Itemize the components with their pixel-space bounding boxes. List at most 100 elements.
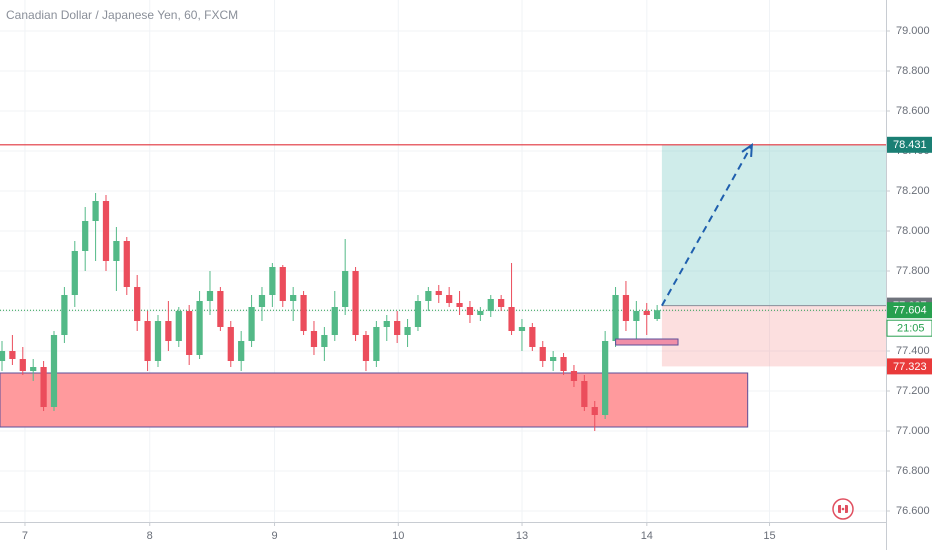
axes: 76.60076.80077.00077.20077.40077.60077.8… (22, 25, 932, 542)
candle-body (394, 321, 401, 335)
candle-body (539, 347, 546, 361)
y-tick-label: 76.800 (896, 465, 930, 477)
price-badge (887, 302, 932, 319)
candle-body (602, 341, 609, 415)
candle-body (175, 311, 182, 341)
target-zone (661, 144, 886, 306)
candle-body (0, 351, 6, 361)
candle-body (581, 381, 588, 407)
candle-body (61, 295, 68, 335)
candle-body (40, 367, 47, 407)
candle-body (321, 335, 328, 347)
candle-body (414, 301, 422, 327)
x-tick-label: 9 (271, 530, 277, 542)
candle-body (456, 303, 463, 307)
candle-body (622, 295, 630, 321)
candle-body (227, 327, 234, 361)
candle-body (206, 291, 214, 301)
x-tick-label: 14 (641, 530, 653, 542)
candle-body (633, 311, 640, 321)
candle-body (30, 367, 37, 371)
price-badge-label: 77.323 (893, 361, 927, 373)
candle-body (154, 321, 162, 361)
candle-body (362, 335, 370, 361)
x-tick-label: 8 (147, 530, 153, 542)
arrow-head (741, 142, 753, 158)
price-badge-label: 77.604 (893, 305, 927, 317)
stop-zone (661, 305, 886, 367)
candle-body (529, 327, 536, 347)
candle-body (134, 287, 141, 321)
candle-body (248, 307, 255, 341)
candle-body (123, 241, 130, 287)
candle-body (518, 327, 526, 331)
x-tick-label: 13 (516, 530, 528, 542)
y-tick-label: 78.200 (896, 185, 930, 197)
candle-body (144, 321, 151, 361)
candle-body (425, 291, 432, 301)
countdown-badge (886, 319, 932, 337)
y-tick-label: 78.800 (896, 65, 930, 77)
candle-body (92, 201, 99, 221)
candle-body (643, 311, 650, 315)
candle-body (196, 301, 203, 355)
candle-body (19, 359, 26, 371)
candle-body (373, 327, 380, 361)
candle-body (612, 295, 619, 341)
candle-body (258, 295, 266, 307)
candle-body (446, 295, 453, 303)
candle-body (477, 311, 484, 315)
candle-body (508, 307, 515, 331)
candle-body (113, 241, 120, 261)
candle-body (50, 335, 58, 407)
candle-body (654, 310, 661, 319)
candle-body (498, 299, 505, 307)
plot (0, 142, 886, 431)
y-tick-label: 77.000 (896, 425, 930, 437)
candle-body (9, 351, 16, 359)
chart-title: Canadian Dollar / Japanese Yen, 60, FXCM (6, 8, 238, 22)
countdown-label: 21:05 (897, 323, 925, 335)
candle-body (352, 271, 359, 335)
y-tick-label: 76.600 (896, 505, 930, 517)
demand-zone (0, 372, 749, 428)
candle-body (269, 267, 276, 295)
candle-body (342, 271, 349, 307)
candle-body (238, 341, 245, 361)
price-badge (887, 136, 932, 153)
candle-body (102, 201, 110, 261)
y-tick-label: 77.200 (896, 385, 930, 397)
projection-arrow (661, 144, 753, 307)
candle-body (560, 357, 567, 371)
candle-body (217, 291, 224, 327)
candle-body (435, 291, 442, 295)
x-tick-label: 10 (392, 530, 404, 542)
candle-body (550, 357, 557, 361)
grid (0, 0, 886, 522)
country-icon (832, 498, 854, 520)
price-badge (887, 358, 932, 375)
candle-body (487, 299, 494, 311)
x-tick-label: 15 (763, 530, 775, 542)
x-tick-label: 7 (22, 530, 28, 542)
candle-body (310, 331, 318, 347)
y-tick-label: 77.400 (896, 345, 930, 357)
y-tick-label: 78.600 (896, 105, 930, 117)
candle-body (300, 295, 307, 331)
candle-body (570, 371, 578, 381)
candle-body (186, 311, 193, 355)
candle-body (82, 221, 89, 251)
y-tick-label: 79.000 (896, 25, 930, 37)
candle-body (290, 295, 297, 301)
candle-body (383, 321, 390, 327)
candle-body (466, 307, 474, 315)
marker-zone (615, 338, 679, 346)
candle-body (165, 321, 172, 341)
y-tick-label: 78.000 (896, 225, 930, 237)
price-badge-label: 78.431 (893, 139, 927, 151)
candle-body (404, 327, 411, 335)
y-tick-label: 77.800 (896, 265, 930, 277)
candle-body (591, 407, 598, 415)
